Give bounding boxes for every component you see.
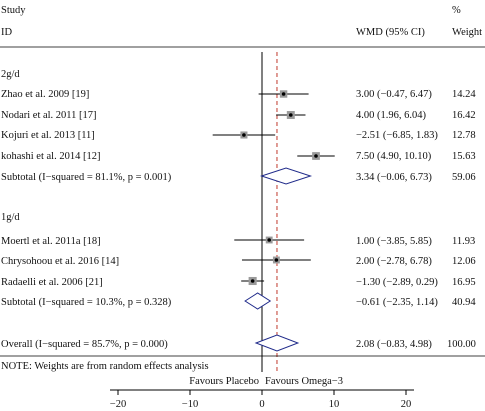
study-weight: 16.42: [452, 110, 476, 121]
header-effect: WMD (95% CI): [356, 27, 425, 38]
group-label-1gd: 1g/d: [1, 212, 20, 223]
study-weight: 11.93: [452, 236, 475, 247]
favours-right-label: Favours Omega−3: [265, 376, 343, 387]
x-axis-tick-label: 20: [401, 399, 412, 410]
study-weight: 12.78: [452, 130, 476, 141]
favours-left-label: Favours Placebo: [189, 376, 259, 387]
x-axis-ticks: −20 −10 0 10 20: [110, 390, 411, 410]
study-name: kohashi et al. 2014 [12]: [1, 151, 100, 162]
point-estimate: [267, 238, 272, 242]
study-weight: 14.24: [452, 89, 476, 100]
point-estimate: [314, 154, 318, 158]
point-estimate: [274, 258, 279, 262]
study-ci: −1.30 (−2.89, 0.29): [356, 277, 438, 288]
forest-marks: [212, 90, 335, 352]
x-axis-tick-label: 10: [329, 399, 340, 410]
overall-weight: 100.00: [447, 339, 476, 350]
study-name: Nodari et al. 2011 [17]: [1, 110, 97, 121]
study-weight: 15.63: [452, 151, 476, 162]
header-weight: Weight: [452, 27, 482, 38]
study-name: Zhao et al. 2009 [19]: [1, 89, 89, 100]
study-ci: 4.00 (1.96, 6.04): [356, 110, 426, 121]
study-name: Kojuri et al. 2013 [11]: [1, 130, 95, 141]
overall-diamond: [254, 334, 300, 352]
x-axis-tick-label: −20: [110, 399, 126, 410]
subtotal-label: Subtotal (I−squared = 81.1%, p = 0.001): [1, 172, 172, 183]
study-name: Radaelli et al. 2006 [21]: [1, 277, 103, 288]
point-estimate: [242, 133, 246, 137]
subtotal-weight: 40.94: [452, 297, 476, 308]
overall-ci: 2.08 (−0.83, 4.98): [356, 339, 432, 350]
header-study: Study: [1, 5, 26, 16]
group-label-2gd: 2g/d: [1, 69, 20, 80]
point-estimate: [250, 279, 255, 283]
point-estimate: [281, 92, 286, 96]
group-1gd-rows: Moertl et al. 2011a [18] 1.00 (−3.85, 5.…: [1, 236, 476, 308]
subtotal-ci: 3.34 (−0.06, 6.73): [356, 172, 432, 183]
study-ci: 3.00 (−0.47, 6.47): [356, 89, 432, 100]
study-name: Moertl et al. 2011a [18]: [1, 236, 101, 247]
x-axis-tick-label: −10: [182, 399, 198, 410]
study-ci: 2.00 (−2.78, 6.78): [356, 256, 432, 267]
header-id: ID: [1, 27, 12, 38]
subtotal-weight: 59.06: [452, 172, 476, 183]
subtotal-label: Subtotal (I−squared = 10.3%, p = 0.328): [1, 297, 172, 308]
x-axis-tick-label: 0: [259, 399, 264, 410]
header-percent: %: [452, 5, 461, 16]
study-weight: 12.06: [452, 256, 476, 267]
group-2gd-rows: Zhao et al. 2009 [19] 3.00 (−0.47, 6.47)…: [1, 89, 476, 183]
study-ci: 1.00 (−3.85, 5.85): [356, 236, 432, 247]
weights-note: NOTE: Weights are from random effects an…: [1, 361, 209, 372]
subtotal-diamond: [259, 167, 313, 185]
overall-label: Overall (I−squared = 85.7%, p = 0.000): [1, 339, 168, 350]
subtotal-diamond: [244, 292, 272, 310]
point-estimate: [289, 113, 293, 117]
study-name: Chrysohoou et al. 2016 [14]: [1, 256, 119, 267]
study-ci: −2.51 (−6.85, 1.83): [356, 130, 438, 141]
study-weight: 16.95: [452, 277, 476, 288]
subtotal-ci: −0.61 (−2.35, 1.14): [356, 297, 438, 308]
study-ci: 7.50 (4.90, 10.10): [356, 151, 432, 162]
